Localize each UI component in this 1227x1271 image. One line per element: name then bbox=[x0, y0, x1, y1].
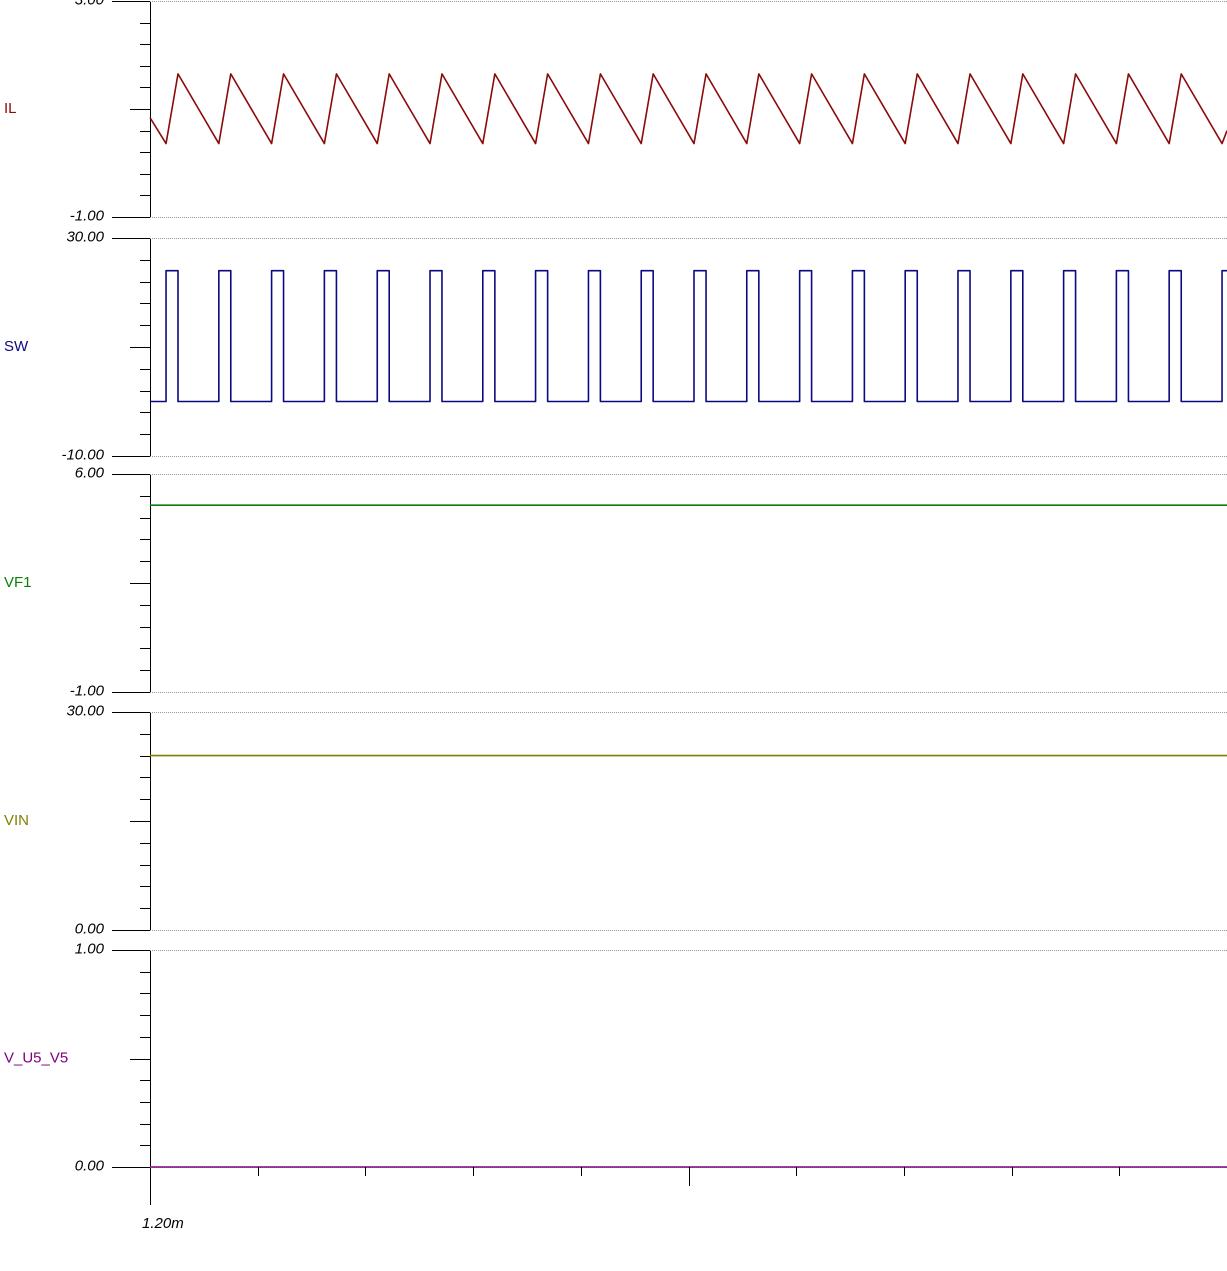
y-tick-label: -1.00 bbox=[70, 682, 105, 699]
x-tick-label: 1.20m bbox=[142, 1215, 184, 1232]
y-tick-label: -1.00 bbox=[70, 207, 105, 224]
y-tick-label: 3.00 bbox=[75, 0, 105, 8]
waveform bbox=[149, 73, 1227, 145]
y-tick-label: 6.00 bbox=[75, 464, 105, 481]
y-tick-label: -10.00 bbox=[61, 446, 104, 463]
series-label: SW bbox=[4, 338, 29, 355]
y-tick-label: 30.00 bbox=[66, 702, 104, 719]
series-label: VF1 bbox=[4, 574, 32, 591]
series-label: V_U5_V5 bbox=[4, 1049, 68, 1066]
waveform bbox=[150, 269, 1227, 403]
y-tick-label: 0.00 bbox=[75, 920, 105, 937]
y-tick-label: 30.00 bbox=[66, 228, 104, 245]
y-tick-label: 0.00 bbox=[75, 1157, 105, 1174]
y-tick-label: 1.00 bbox=[75, 940, 105, 957]
series-label: VIN bbox=[4, 812, 29, 829]
series-label: IL bbox=[4, 100, 17, 117]
